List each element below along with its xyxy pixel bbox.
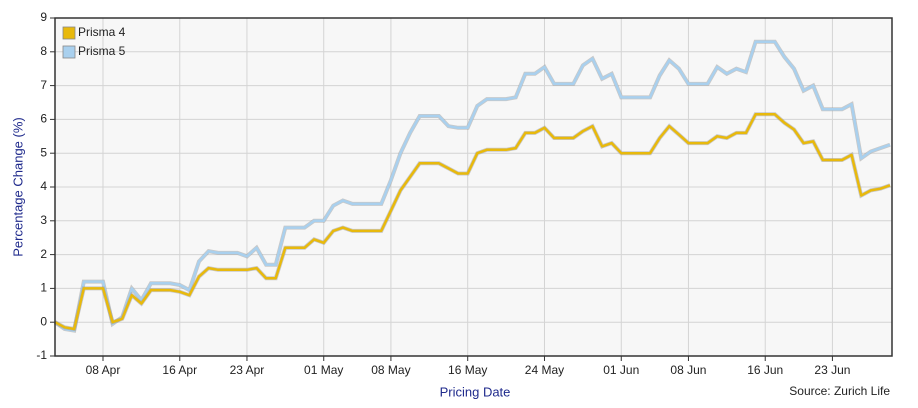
legend-label: Prisma 5 [78,44,126,58]
y-tick-label: 9 [40,10,47,24]
x-tick-label: 16 Jun [747,363,783,377]
x-tick-label: 08 May [371,363,410,377]
series-line [54,40,891,332]
y-tick-label: -1 [36,348,47,362]
y-tick-label: 3 [40,213,47,227]
source-note: Source: Zurich Life [789,384,890,398]
x-tick-label: 16 Apr [162,363,197,377]
x-tick-label: 08 Apr [86,363,121,377]
legend-swatch [62,26,76,40]
x-axis-title: Pricing Date [440,384,511,399]
x-tick-label: 01 May [304,363,343,377]
y-axis-title: Percentage Change (%) [10,117,25,256]
x-tick-label: 01 Jun [603,363,639,377]
legend-label: Prisma 4 [78,25,126,39]
x-tick-label: 23 Apr [230,363,265,377]
y-tick-label: 4 [40,179,47,193]
y-tick-label: 7 [40,78,47,92]
legend-swatch [62,45,76,59]
x-tick-label: 24 May [525,363,564,377]
y-tick-label: 6 [40,112,47,126]
plot-layer: -1 0 1 2 3 4 5 6 7 8 9 08 Apr 16 Apr 23 Apr 01 May 08 M… [36,10,892,377]
y-tick-label: 5 [40,145,47,159]
series-line [54,113,891,331]
x-tick-label: 23 Jun [814,363,850,377]
y-tick-label: 2 [40,247,47,261]
plot-frame [54,17,893,357]
x-tick-label: 08 Jun [670,363,706,377]
y-tick-label: 1 [40,281,47,295]
y-tick-label: 0 [40,314,47,328]
x-tick-label: 16 May [448,363,487,377]
y-tick-label: 8 [40,44,47,58]
